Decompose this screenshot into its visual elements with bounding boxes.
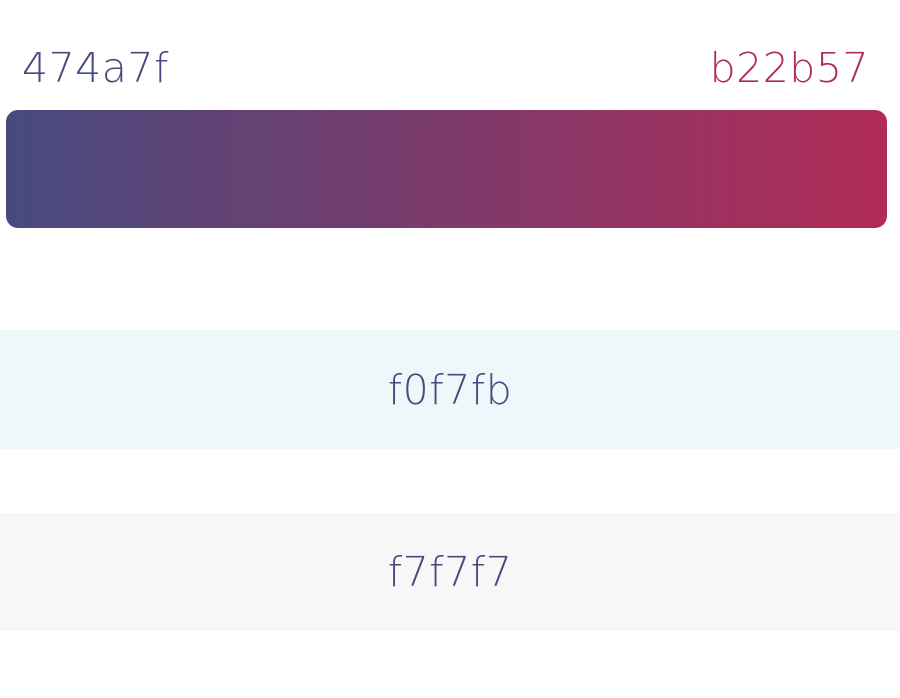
gradient-bar <box>6 110 887 228</box>
swatch-label: f7f7f7 <box>387 548 513 596</box>
swatch-f7f7f7: f7f7f7 <box>0 513 900 631</box>
gradient-labels: 474a7f b22b57 <box>22 44 869 96</box>
swatch-f0f7fb: f0f7fb <box>0 330 900 449</box>
gradient-end-label: b22b57 <box>709 44 869 92</box>
gradient-start-label: 474a7f <box>22 44 169 92</box>
swatch-label: f0f7fb <box>387 365 513 414</box>
